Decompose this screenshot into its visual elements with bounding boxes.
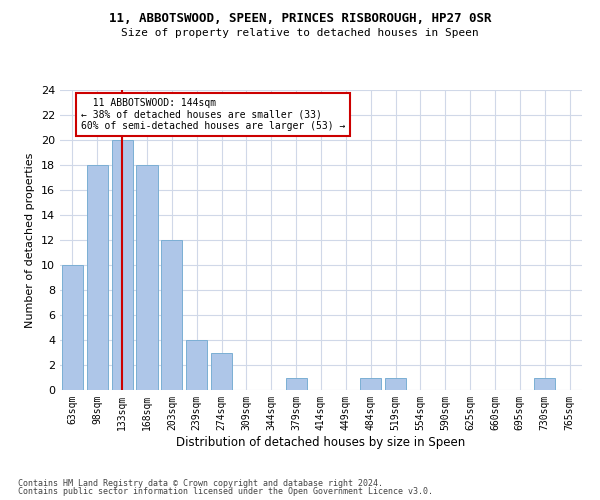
Bar — [286, 378, 307, 390]
Text: Size of property relative to detached houses in Speen: Size of property relative to detached ho… — [121, 28, 479, 38]
X-axis label: Distribution of detached houses by size in Speen: Distribution of detached houses by size … — [176, 436, 466, 448]
Bar — [62, 265, 83, 390]
Bar — [136, 165, 158, 390]
Bar — [87, 165, 108, 390]
Text: Contains public sector information licensed under the Open Government Licence v3: Contains public sector information licen… — [18, 487, 433, 496]
Bar — [385, 378, 406, 390]
Bar — [186, 340, 207, 390]
Bar — [534, 378, 555, 390]
Bar — [112, 140, 133, 390]
Text: 11 ABBOTSWOOD: 144sqm  
← 38% of detached houses are smaller (33)
60% of semi-de: 11 ABBOTSWOOD: 144sqm ← 38% of detached … — [81, 98, 346, 130]
Bar — [360, 378, 381, 390]
Text: 11, ABBOTSWOOD, SPEEN, PRINCES RISBOROUGH, HP27 0SR: 11, ABBOTSWOOD, SPEEN, PRINCES RISBOROUG… — [109, 12, 491, 26]
Text: Contains HM Land Registry data © Crown copyright and database right 2024.: Contains HM Land Registry data © Crown c… — [18, 478, 383, 488]
Y-axis label: Number of detached properties: Number of detached properties — [25, 152, 35, 328]
Bar — [211, 352, 232, 390]
Bar — [161, 240, 182, 390]
